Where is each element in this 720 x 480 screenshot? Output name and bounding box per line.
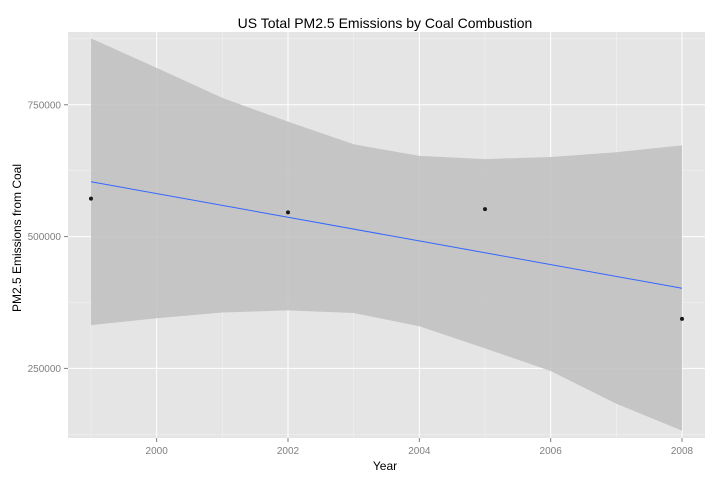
- x-axis-title: Year: [373, 459, 397, 473]
- y-tick-label: 500000: [28, 232, 62, 243]
- data-point: [285, 210, 290, 215]
- points-group: [88, 196, 685, 321]
- confidence-band-group: [90, 38, 683, 431]
- y-tick-label: 250000: [28, 364, 62, 375]
- fit-line-group: [90, 181, 683, 289]
- data-point: [483, 207, 488, 212]
- tick-labels-group: 2000 2002 2004 2006 2008 250000 500000 750000: [28, 100, 694, 457]
- ticks-group: [64, 104, 683, 442]
- chart-title: US Total PM2.5 Emissions by Coal Combust…: [238, 15, 533, 31]
- x-tick-label: 2000: [146, 446, 169, 457]
- confidence-band: [90, 38, 683, 431]
- x-tick-label: 2006: [540, 446, 563, 457]
- x-tick-label: 2008: [671, 446, 694, 457]
- fit-line: [90, 181, 683, 289]
- x-tick-label: 2002: [277, 446, 300, 457]
- data-point: [680, 316, 685, 321]
- y-tick-label: 750000: [28, 100, 62, 111]
- y-axis-title: PM2.5 Emissions from Coal: [10, 164, 24, 312]
- data-point: [88, 196, 93, 201]
- x-tick-label: 2004: [408, 446, 431, 457]
